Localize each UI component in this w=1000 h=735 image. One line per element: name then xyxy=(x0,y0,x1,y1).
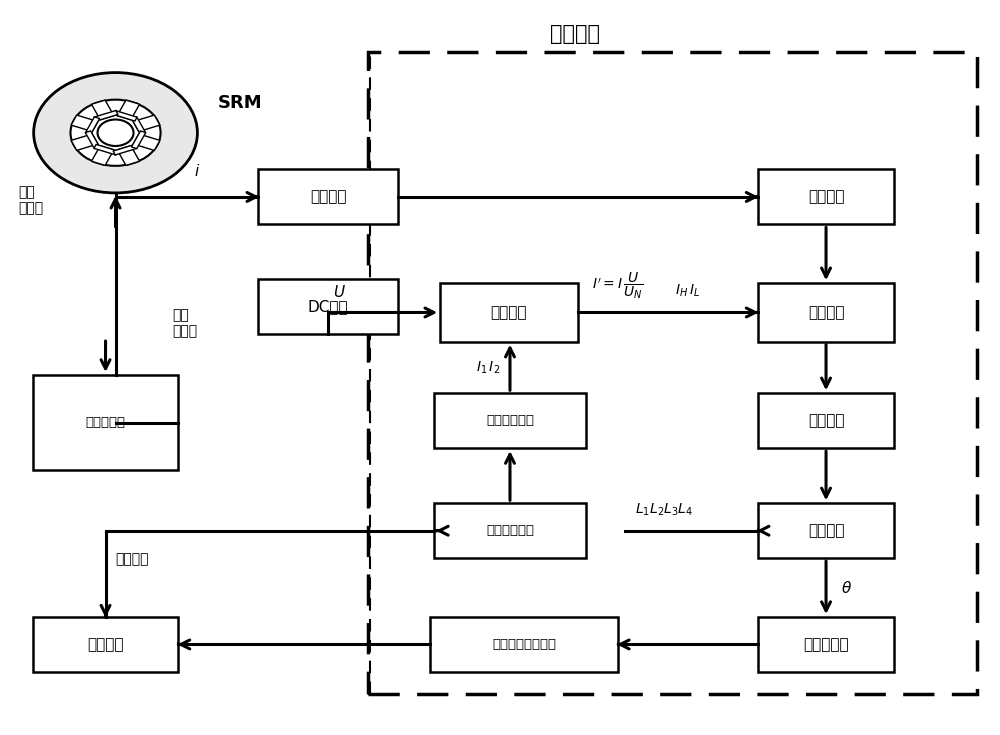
FancyBboxPatch shape xyxy=(33,375,178,470)
Text: 扇区判断: 扇区判断 xyxy=(808,413,844,429)
Text: 电压
传感器: 电压 传感器 xyxy=(172,309,198,339)
Polygon shape xyxy=(94,110,118,121)
Polygon shape xyxy=(131,131,146,148)
FancyBboxPatch shape xyxy=(258,170,398,224)
FancyBboxPatch shape xyxy=(33,617,178,672)
Text: $i$: $i$ xyxy=(194,162,200,179)
Text: $U$: $U$ xyxy=(333,284,346,300)
Text: 电流
传感器: 电流 传感器 xyxy=(19,185,44,215)
Text: 阈值比较: 阈值比较 xyxy=(808,305,844,320)
FancyBboxPatch shape xyxy=(258,279,398,334)
Circle shape xyxy=(98,120,134,146)
FancyBboxPatch shape xyxy=(758,393,894,448)
FancyBboxPatch shape xyxy=(758,170,894,224)
Polygon shape xyxy=(85,117,100,135)
FancyBboxPatch shape xyxy=(758,503,894,559)
Circle shape xyxy=(70,100,161,166)
Polygon shape xyxy=(131,117,146,135)
Text: DC电源: DC电源 xyxy=(308,299,349,315)
Text: 电流峰值: 电流峰值 xyxy=(808,190,844,204)
Text: 确定启动相: 确定启动相 xyxy=(803,637,849,652)
Text: 驱动电路: 驱动电路 xyxy=(87,637,124,652)
Text: $I' = I\,\dfrac{U}{U_N}$: $I' = I\,\dfrac{U}{U_N}$ xyxy=(592,270,643,301)
Text: 初始定位: 初始定位 xyxy=(808,523,844,538)
Text: 微控制器: 微控制器 xyxy=(550,24,600,43)
Text: $\theta$: $\theta$ xyxy=(841,580,852,595)
Circle shape xyxy=(34,73,197,193)
FancyBboxPatch shape xyxy=(440,283,578,342)
FancyBboxPatch shape xyxy=(758,617,894,672)
FancyBboxPatch shape xyxy=(430,617,618,672)
Text: 开通、关断角计算: 开通、关断角计算 xyxy=(492,638,556,651)
Polygon shape xyxy=(71,134,98,151)
Polygon shape xyxy=(71,115,98,132)
Polygon shape xyxy=(133,134,160,151)
FancyBboxPatch shape xyxy=(758,283,894,342)
Polygon shape xyxy=(113,110,137,121)
Polygon shape xyxy=(117,100,140,120)
Polygon shape xyxy=(117,146,140,165)
Text: 自动测量程序: 自动测量程序 xyxy=(486,524,534,537)
Polygon shape xyxy=(113,145,137,155)
Text: 阈值校正: 阈值校正 xyxy=(491,305,527,320)
Text: $L_1L_2L_3L_4$: $L_1L_2L_3L_4$ xyxy=(635,501,693,517)
Polygon shape xyxy=(91,146,114,165)
Text: 放大电路: 放大电路 xyxy=(310,190,346,204)
Polygon shape xyxy=(94,145,118,155)
Text: $I_H\,I_L$: $I_H\,I_L$ xyxy=(675,283,700,299)
Polygon shape xyxy=(91,100,114,120)
Polygon shape xyxy=(85,131,100,148)
Text: SRM: SRM xyxy=(217,93,262,112)
Polygon shape xyxy=(133,115,160,132)
Text: 功率变换器: 功率变换器 xyxy=(86,416,126,429)
Text: 阈值自动辨识: 阈值自动辨识 xyxy=(486,415,534,427)
Text: $I_1\,I_2$: $I_1\,I_2$ xyxy=(476,359,500,376)
FancyBboxPatch shape xyxy=(434,393,586,448)
Text: 高频脉冲: 高频脉冲 xyxy=(116,552,149,566)
FancyBboxPatch shape xyxy=(434,503,586,559)
